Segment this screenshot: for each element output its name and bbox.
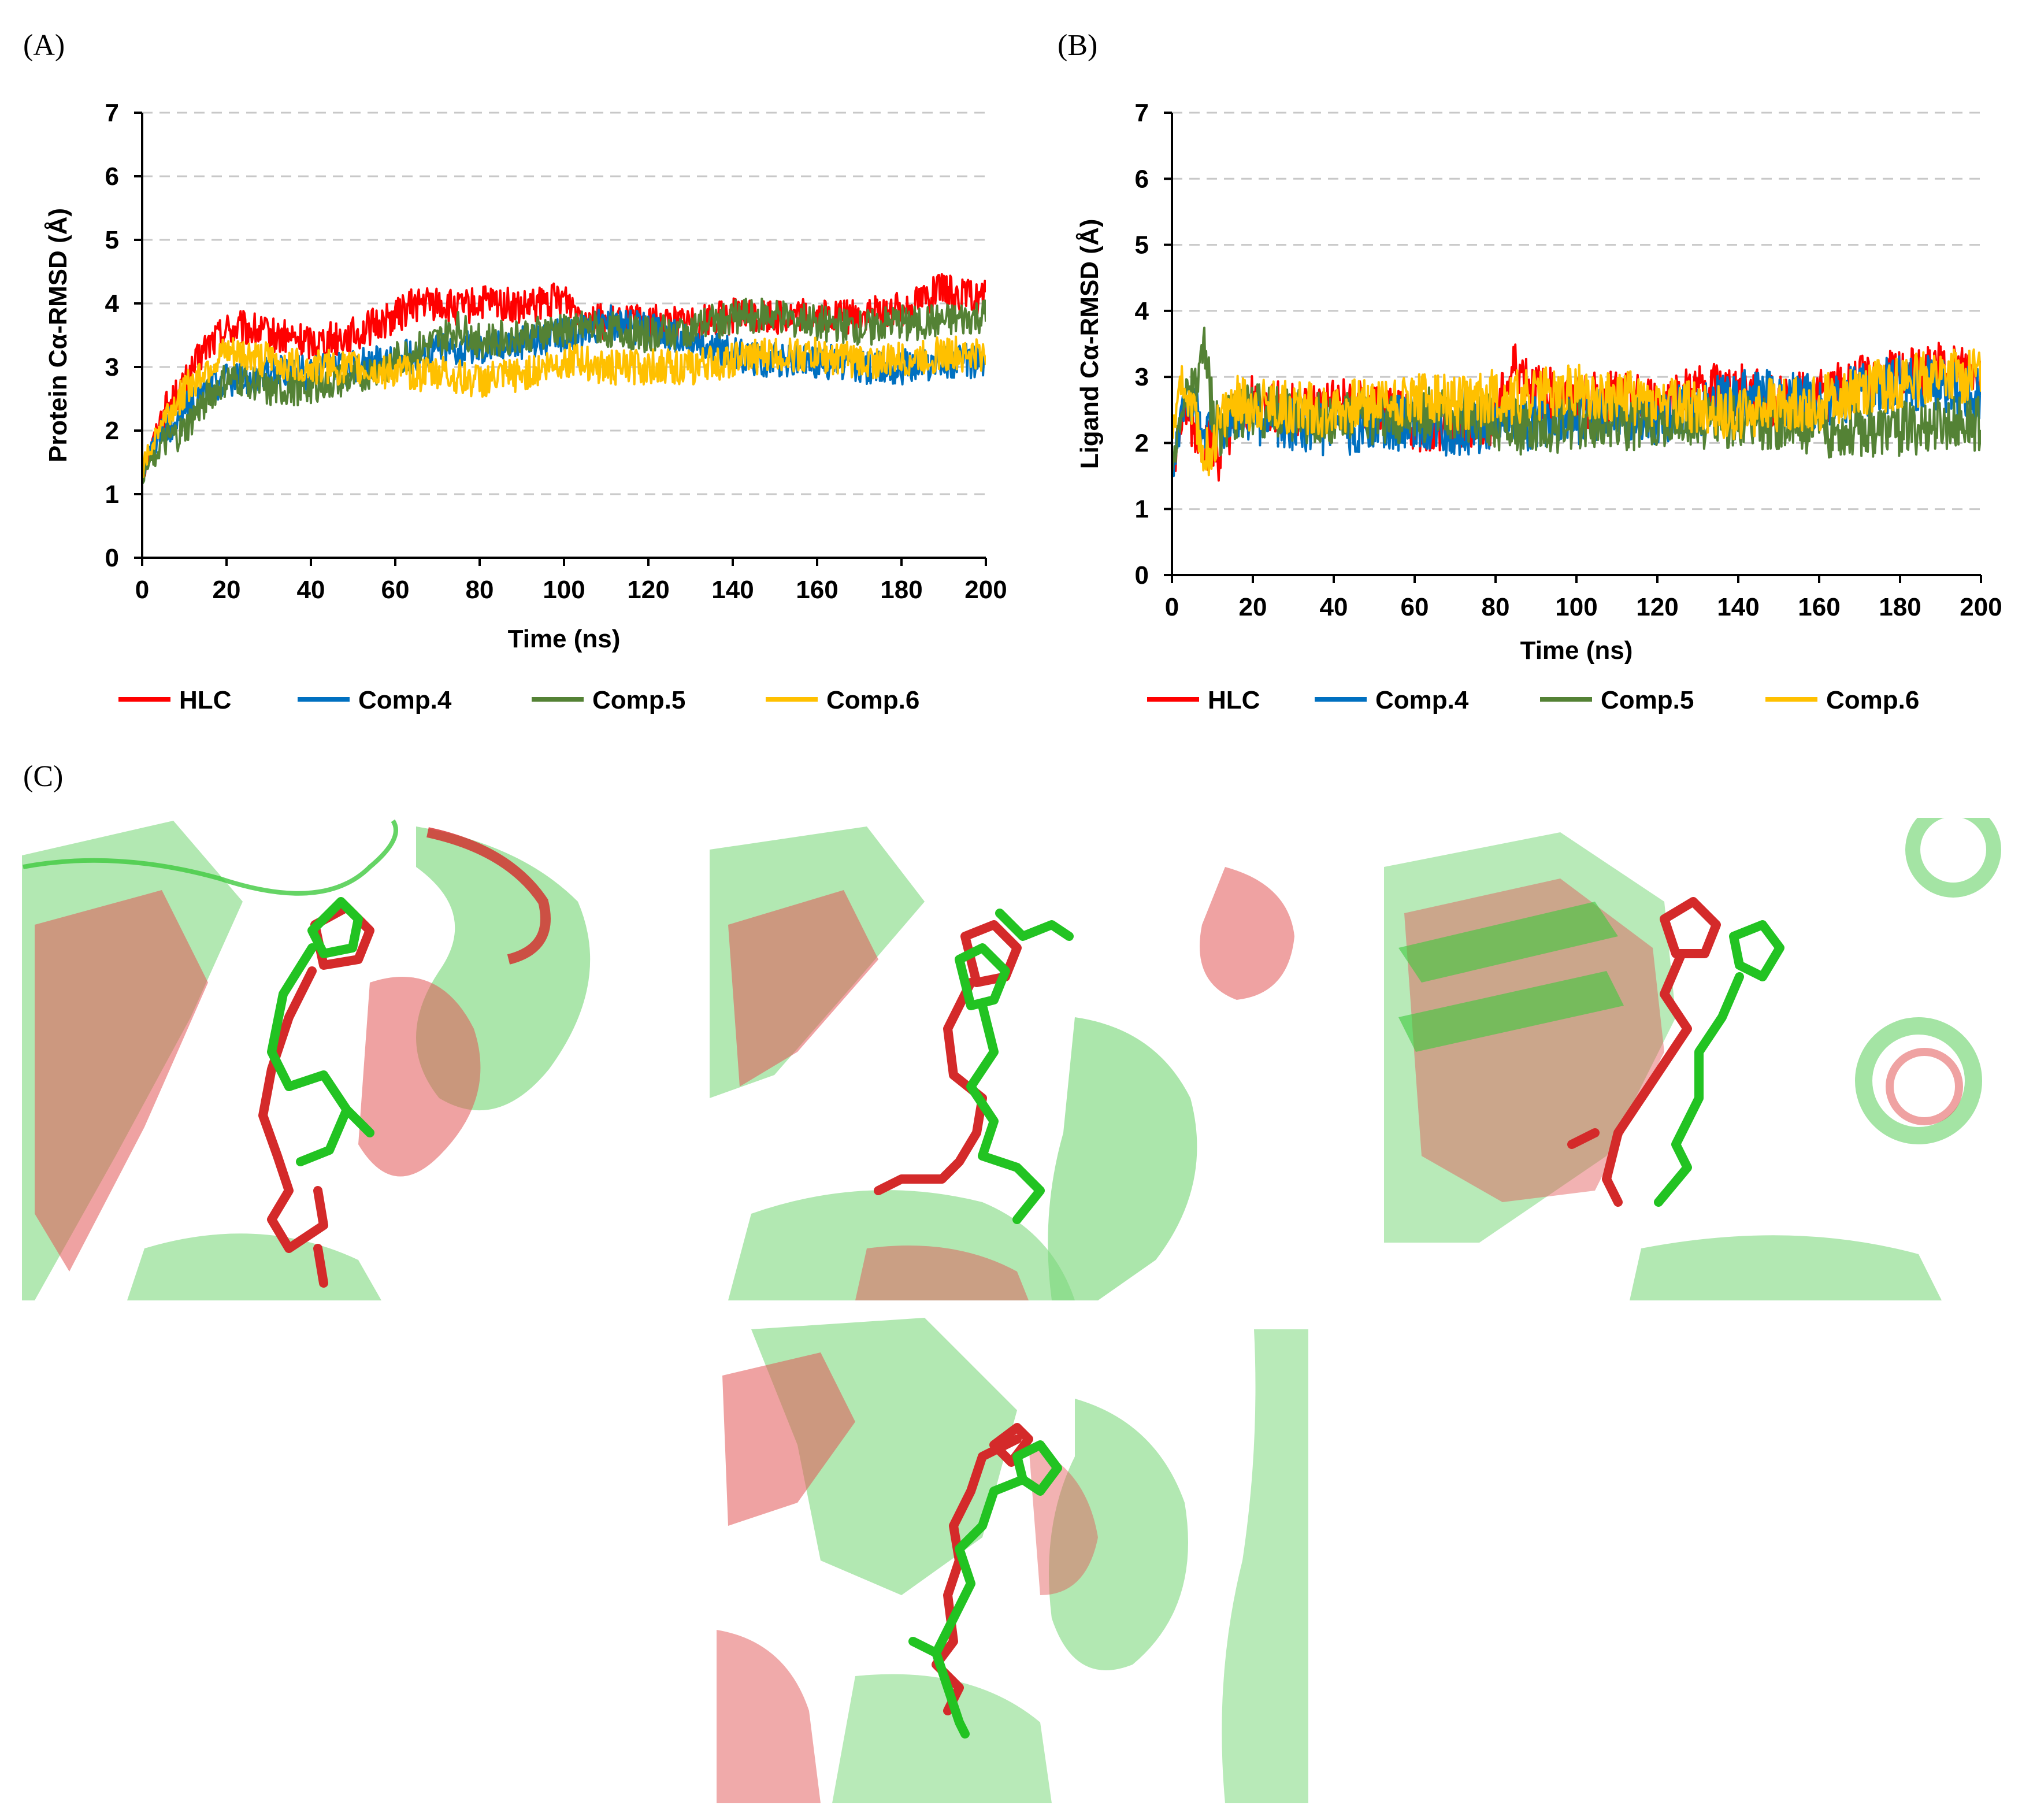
y-tick-label: 6 [105, 162, 119, 191]
y-tick-label: 3 [1135, 363, 1149, 391]
y-tick-label: 5 [1135, 231, 1149, 260]
x-tick-label: 20 [213, 576, 241, 604]
y-tick-label: 0 [105, 544, 119, 572]
chart-b-legend: HLC Comp.4 Comp.5 Comp.6 [1147, 686, 1919, 714]
x-tick-label: 60 [1401, 593, 1429, 621]
legend-label-comp4: Comp.4 [358, 686, 452, 714]
chart-a-gridlines [142, 112, 986, 495]
structure-image-comp6 [714, 1318, 1308, 1803]
x-tick-label: 0 [135, 576, 149, 604]
y-tick-label: 4 [1135, 297, 1149, 325]
chart-b-axes: 0 1 2 3 4 5 6 7 0 20 40 60 80 100 120 140 160 180 200 [1135, 99, 2002, 621]
panel-label-b: (B) [1058, 29, 1097, 62]
y-tick-label: 0 [1135, 561, 1149, 590]
x-tick-label: 60 [381, 576, 410, 604]
x-tick-label: 200 [964, 576, 1007, 604]
panel-label-a: (A) [23, 29, 65, 62]
y-tick-label: 7 [105, 99, 119, 127]
y-tick-label: 1 [105, 480, 119, 509]
series-line-comp6 [1172, 348, 1981, 477]
y-tick-label: 1 [1135, 495, 1149, 524]
chart-b-y-axis-title: Ligand Cα-RMSD (Å) [1075, 219, 1104, 469]
x-tick-label: 140 [1717, 593, 1759, 621]
x-tick-label: 40 [297, 576, 325, 604]
x-tick-label: 80 [466, 576, 494, 604]
y-tick-label: 2 [105, 417, 119, 445]
x-tick-label: 160 [796, 576, 838, 604]
chart-a-series-group [142, 273, 986, 484]
y-tick-label: 3 [105, 353, 119, 381]
y-tick-label: 5 [105, 226, 119, 254]
legend-label-comp4: Comp.4 [1375, 686, 1469, 714]
x-tick-label: 120 [1636, 593, 1678, 621]
chart-a-protein-rmsd: 0 1 2 3 4 5 6 7 0 20 40 60 80 100 120 140 160 180 200 Time… [44, 99, 1007, 714]
y-tick-label: 4 [105, 290, 120, 318]
chart-b-ligand-rmsd: 0 1 2 3 4 5 6 7 0 20 40 60 80 100 120 140 160 180 200 Time… [1075, 99, 2002, 714]
x-tick-label: 100 [1555, 593, 1597, 621]
x-tick-label: 100 [543, 576, 585, 604]
series-line-comp5 [142, 297, 986, 484]
legend-label-comp5: Comp.5 [592, 686, 685, 714]
legend-label-hlc: HLC [1208, 686, 1260, 714]
series-line-comp6 [142, 335, 986, 479]
x-tick-label: 40 [1320, 593, 1348, 621]
x-tick-label: 120 [627, 576, 669, 604]
chart-a-axes: 0 1 2 3 4 5 6 7 0 20 40 60 80 100 120 140 160 180 200 [105, 99, 1007, 604]
structure-image-hlc [22, 818, 640, 1300]
x-tick-label: 160 [1798, 593, 1840, 621]
y-tick-label: 2 [1135, 429, 1149, 457]
y-tick-label: 7 [1135, 99, 1149, 127]
legend-label-hlc: HLC [179, 686, 231, 714]
x-tick-label: 0 [1165, 593, 1179, 621]
x-tick-label: 180 [880, 576, 922, 604]
chart-a-x-axis-title: Time (ns) [508, 625, 621, 653]
y-tick-label: 6 [1135, 165, 1149, 193]
x-tick-label: 20 [1239, 593, 1267, 621]
x-tick-label: 200 [1960, 593, 2002, 621]
legend-label-comp6: Comp.6 [1826, 686, 1919, 714]
x-tick-label: 140 [711, 576, 754, 604]
legend-label-comp5: Comp.5 [1601, 686, 1694, 714]
chart-a-y-axis-title: Protein Cα-RMSD (Å) [44, 208, 72, 462]
legend-label-comp6: Comp.6 [826, 686, 919, 714]
chart-a-legend: HLC Comp.4 Comp.5 Comp.6 [118, 686, 919, 714]
x-tick-label: 80 [1482, 593, 1510, 621]
x-tick-label: 180 [1879, 593, 1921, 621]
panel-label-c: (C) [23, 760, 63, 793]
chart-b-x-axis-title: Time (ns) [1520, 636, 1633, 665]
structure-image-comp4 [710, 818, 1300, 1300]
chart-b-series-group [1172, 327, 1981, 482]
structure-image-comp5 [1384, 818, 2004, 1300]
